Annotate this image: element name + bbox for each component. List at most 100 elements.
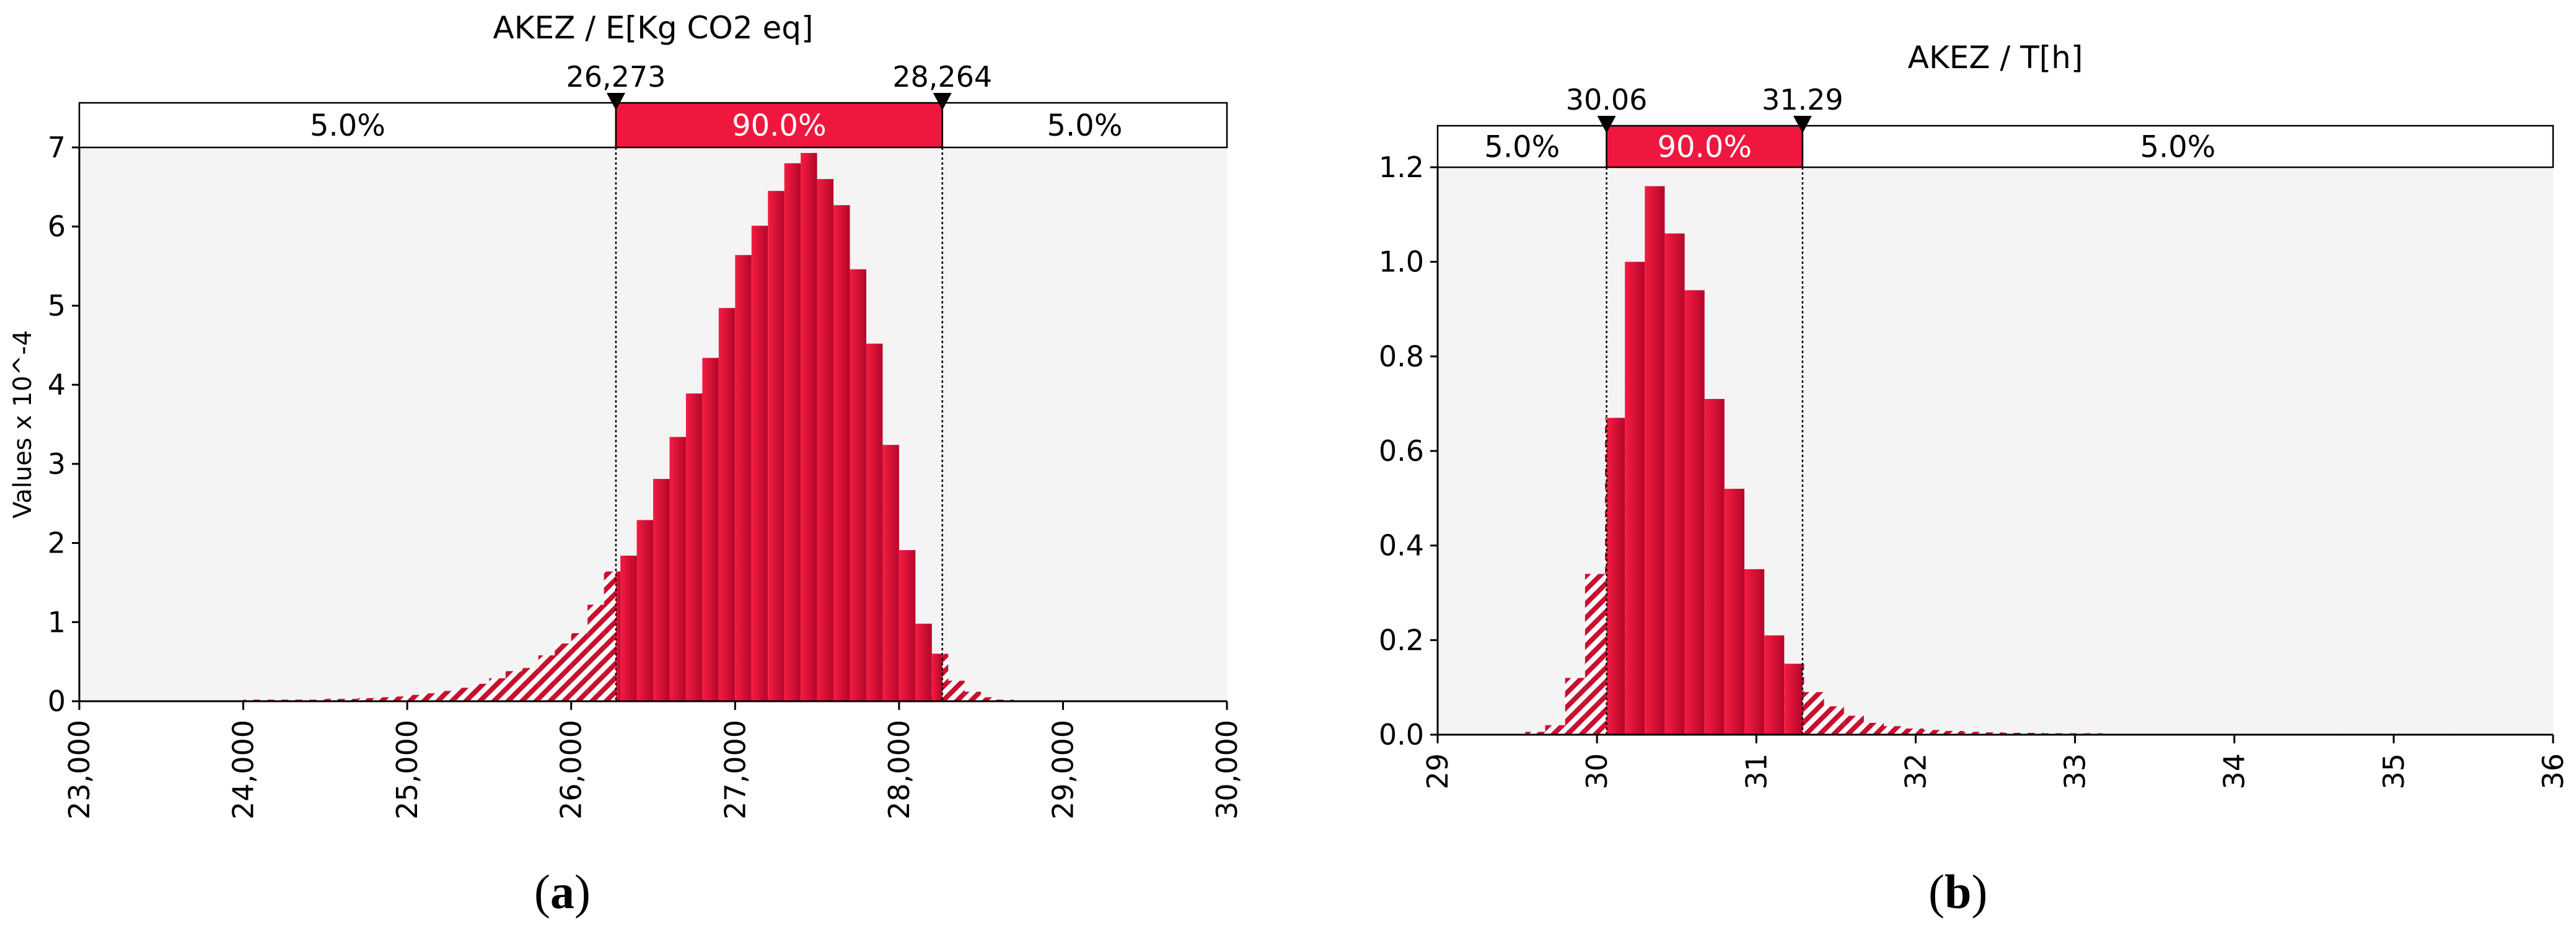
histogram-bar-tail: [2023, 732, 2044, 735]
band-middle-percent: 90.0%: [1657, 130, 1751, 165]
histogram-bar-tail: [1525, 732, 1545, 735]
x-tick-label: 29,000: [1046, 720, 1079, 820]
x-tick-label: 30: [1580, 753, 1614, 790]
y-tick-label: 2: [48, 527, 66, 560]
y-tick-label: 1: [48, 605, 66, 639]
histogram-bar-tail: [555, 643, 571, 701]
histogram-bar-tail: [423, 693, 441, 701]
histogram-bar: [931, 654, 943, 701]
y-tick-label: 5: [48, 289, 66, 322]
y-tick-label: 6: [48, 210, 66, 243]
right-delimiter-value: 28,264: [892, 60, 992, 94]
histogram-bar: [718, 308, 736, 701]
p0-percentile-band: 5.0% 90.0% 5.0%: [78, 102, 1228, 149]
histogram-bar: [615, 571, 621, 701]
x-tick-label: 29: [1421, 753, 1454, 790]
histogram-bar: [702, 357, 719, 701]
x-tick-label: 31: [1739, 753, 1773, 790]
y-tick-label: 1.2: [1379, 151, 1424, 184]
histogram-bar-tail: [456, 688, 473, 701]
chart-title: AKEZ / T[h]: [1908, 40, 2083, 76]
panel-b-caption: (b): [1928, 865, 1988, 919]
band-right-percent: 5.0%: [1047, 108, 1122, 143]
histogram-bar-tail: [407, 694, 424, 701]
histogram-bar: [1784, 663, 1803, 735]
histogram-bar: [850, 269, 866, 701]
histogram-bar-tail: [472, 683, 490, 701]
band-left-segment: [78, 102, 617, 149]
x-tick-label: 33: [2059, 753, 2092, 790]
histogram-bar-tail: [1904, 728, 1924, 735]
histogram-bar-tail: [358, 698, 375, 701]
chart-b: 0.0 0.2 0.4 0.6 0.8 1.0 1.2 29 30 31 32 33 34 35 36 AKE…: [1379, 40, 2570, 790]
histogram-bar: [1606, 418, 1625, 735]
left-delimiter-value: 30.06: [1566, 83, 1648, 116]
x-tick-label: 36: [2536, 753, 2570, 790]
histogram-bar: [735, 255, 752, 702]
histogram-bar-tail: [538, 655, 555, 701]
p1-percentile-band: 5.0% 90.0% 5.0%: [1436, 125, 2554, 168]
y-tick-label: 4: [48, 368, 66, 401]
histogram-bar-tail: [981, 697, 998, 701]
histogram-bar-tail: [1844, 715, 1864, 735]
histogram-bar-tail: [1923, 730, 1944, 735]
right-delimiter-marker-icon: [1793, 116, 1812, 133]
band-right-segment: [941, 102, 1228, 149]
histogram-bar: [833, 205, 850, 701]
histogram-bar-tail: [1983, 732, 2003, 735]
histogram-bar-tail: [1565, 678, 1585, 735]
histogram-bar-tail: [440, 691, 457, 701]
histogram-bar: [636, 520, 653, 701]
x-tick-label: 27,000: [718, 720, 752, 820]
band-left-percent: 5.0%: [310, 108, 385, 143]
band-right-percent: 5.0%: [2140, 130, 2215, 165]
left-delimiter-value: 26,273: [566, 60, 666, 94]
histogram-bar-tail: [2003, 732, 2023, 735]
y-tick-label: 3: [48, 447, 66, 481]
y-axis-label: Values x 10^-4: [9, 330, 37, 518]
band-left-percent: 5.0%: [1484, 130, 1560, 165]
histogram-bar: [784, 163, 801, 701]
histogram-bar-tail: [505, 671, 522, 701]
band-right-segment: [1801, 125, 2554, 168]
y-tick-label: 0.2: [1379, 623, 1424, 657]
histogram-bar: [899, 550, 916, 701]
histogram-bar-tail: [1585, 574, 1605, 735]
right-delimiter-marker-icon: [933, 93, 952, 110]
histogram-bar-tail: [341, 699, 358, 701]
x-tick-label: 25,000: [390, 720, 424, 820]
histogram-bar: [653, 479, 670, 701]
histogram-bar: [1764, 635, 1785, 735]
left-delimiter-marker-icon: [606, 93, 625, 110]
chart-a: 0 1 2 3 4 5 6 7 23,000 24,000 25,000 26,000 27,000 28…: [9, 10, 1244, 820]
histogram-bar-tail: [1884, 726, 1904, 735]
histogram-bar: [801, 152, 817, 701]
histogram-bar-tail: [964, 691, 982, 701]
histogram-bar-tail: [1943, 730, 1964, 735]
histogram-bar-tail: [1963, 732, 1984, 735]
y-tick-label: 0.6: [1379, 434, 1424, 468]
x-tick-label: 35: [2377, 753, 2411, 790]
histogram-bar-tail: [1804, 692, 1824, 735]
histogram-bar: [817, 179, 834, 702]
histogram-bar-tail: [1824, 706, 1844, 735]
histogram-bar: [1744, 569, 1765, 735]
histogram-bar-tail: [489, 678, 506, 701]
histogram-bar-tail: [571, 633, 588, 701]
chart-title: AKEZ / E[Kg CO2 eq]: [493, 10, 814, 46]
y-tick-label: 0: [48, 685, 66, 718]
histogram-bar: [751, 225, 768, 701]
panel-a-caption: (a): [534, 865, 591, 919]
x-tick-label: 28,000: [882, 720, 916, 820]
histogram-bar: [1704, 399, 1725, 735]
x-tick-label: 24,000: [227, 720, 260, 820]
x-tick-label: 32: [1899, 753, 1932, 790]
histogram-bar: [1645, 186, 1665, 735]
histogram-bar: [866, 343, 883, 701]
histogram-bar: [685, 393, 703, 701]
histogram-bar: [1664, 233, 1685, 735]
x-tick-label: 30,000: [1210, 720, 1244, 820]
x-tick-label: 23,000: [63, 720, 96, 820]
histogram-bar: [1625, 261, 1645, 735]
histogram-bar: [915, 623, 932, 701]
